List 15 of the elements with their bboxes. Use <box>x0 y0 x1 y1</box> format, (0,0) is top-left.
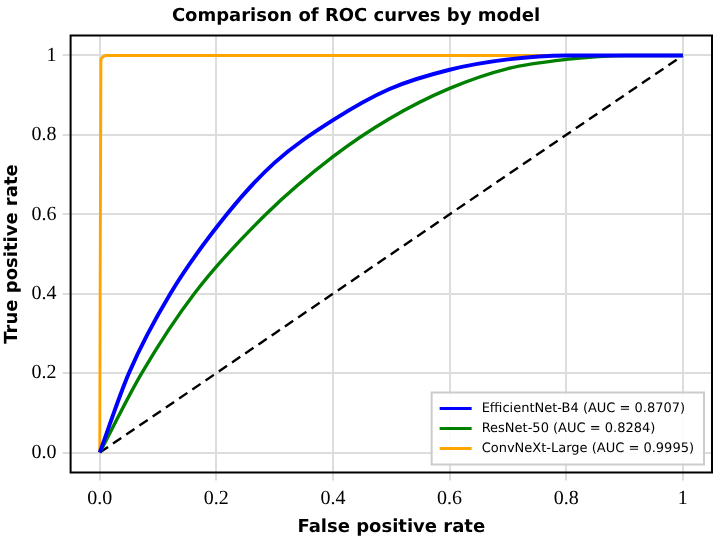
x-axis-title: False positive rate <box>297 517 486 538</box>
y-tick-label: 0.4 <box>31 282 57 305</box>
y-axis-title: True positive rate <box>3 164 24 344</box>
y-tick-label: 0.6 <box>31 203 57 226</box>
x-tick-label: 0.0 <box>87 487 113 510</box>
y-tick-label: 0.2 <box>31 362 57 385</box>
x-tick-label: 1 <box>677 487 688 510</box>
x-tick-label: 0.6 <box>437 487 463 510</box>
y-tick-label: 0.0 <box>31 441 57 464</box>
y-tick-label: 1 <box>46 44 57 67</box>
x-tick-label: 0.8 <box>553 487 579 510</box>
x-tick-label: 0.2 <box>203 487 229 510</box>
x-tick-label: 0.4 <box>320 487 346 510</box>
y-tick-label: 0.8 <box>31 124 57 147</box>
chart-title: Comparison of ROC curves by model <box>171 7 541 28</box>
